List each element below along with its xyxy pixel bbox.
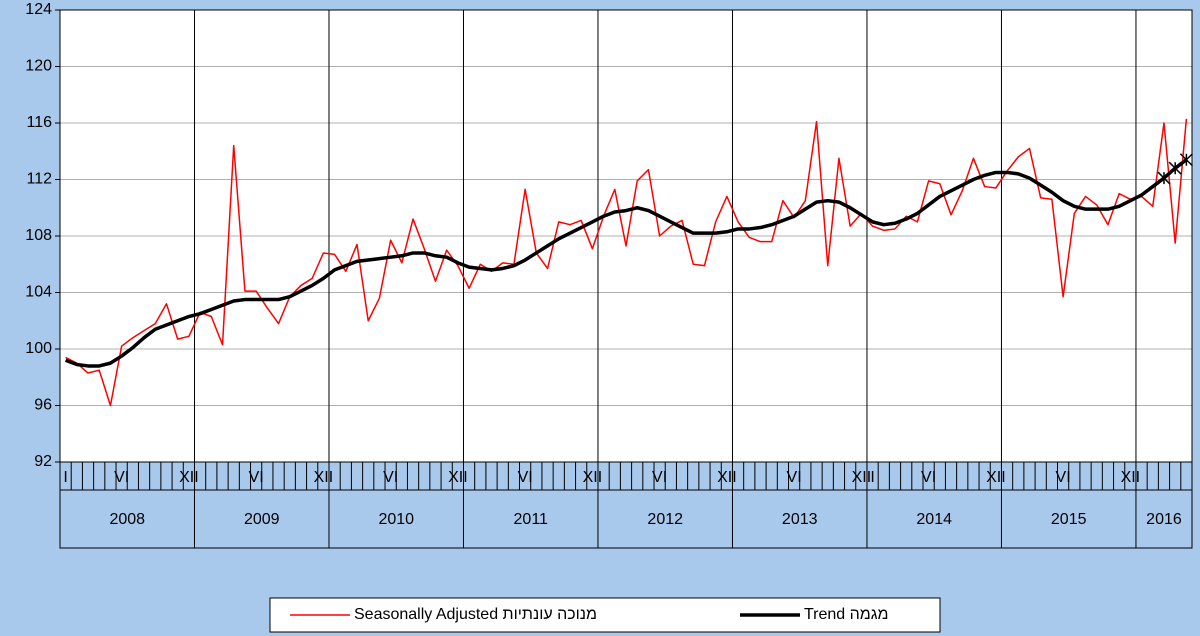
legend-label: Trend מגמה — [804, 606, 889, 623]
y-tick-label: 92 — [34, 453, 52, 470]
y-tick-label: 120 — [25, 58, 52, 75]
year-label: 2013 — [782, 511, 818, 528]
y-tick-label: 96 — [34, 397, 52, 414]
y-tick-label: 108 — [25, 227, 52, 244]
y-tick-label: 104 — [25, 284, 52, 301]
y-tick-label: 112 — [26, 171, 52, 188]
x-tick-label: XII — [448, 469, 468, 486]
year-label: 2008 — [109, 511, 145, 528]
x-tick-label: VI — [787, 469, 802, 486]
x-tick-label: VI — [114, 469, 129, 486]
x-tick-label: VI — [652, 469, 667, 486]
x-tick-label: XII — [314, 469, 334, 486]
year-label: 2015 — [1051, 511, 1087, 528]
x-tick-label: VI — [921, 469, 936, 486]
x-tick-label: VI — [1056, 469, 1071, 486]
year-label: 2012 — [647, 511, 683, 528]
x-tick-label: XII — [583, 469, 603, 486]
x-axis-area — [59, 461, 1193, 549]
x-tick-label: XII — [852, 469, 872, 486]
year-label: 2009 — [244, 511, 280, 528]
x-tick-label: XII — [717, 469, 737, 486]
series-line — [64, 158, 1188, 368]
x-tick-label: VI — [518, 469, 533, 486]
estimate-marker — [1179, 153, 1193, 167]
x-tick-label: I — [63, 469, 67, 486]
year-label: 2010 — [378, 511, 414, 528]
y-tick-label: 124 — [25, 1, 52, 18]
year-label: 2011 — [514, 511, 549, 528]
year-label: 2014 — [916, 511, 952, 528]
estimate-marker — [1157, 171, 1171, 185]
year-label: 2016 — [1146, 511, 1182, 528]
legend — [269, 597, 941, 633]
y-tick-label: 100 — [25, 340, 52, 357]
legend-label: Seasonally Adjusted מנוכה עונתיות — [354, 606, 597, 623]
plot-frame — [59, 9, 1193, 463]
series-line — [65, 118, 1188, 407]
x-tick-label: XII — [179, 469, 199, 486]
x-tick-label: XII — [1121, 469, 1141, 486]
x-tick-label: XII — [986, 469, 1006, 486]
estimate-marker — [1168, 161, 1182, 175]
y-tick-label: 116 — [26, 114, 52, 131]
x-tick-label: VI — [383, 469, 398, 486]
x-tick-label: VI — [249, 469, 264, 486]
x-tick-label: I — [870, 469, 874, 486]
